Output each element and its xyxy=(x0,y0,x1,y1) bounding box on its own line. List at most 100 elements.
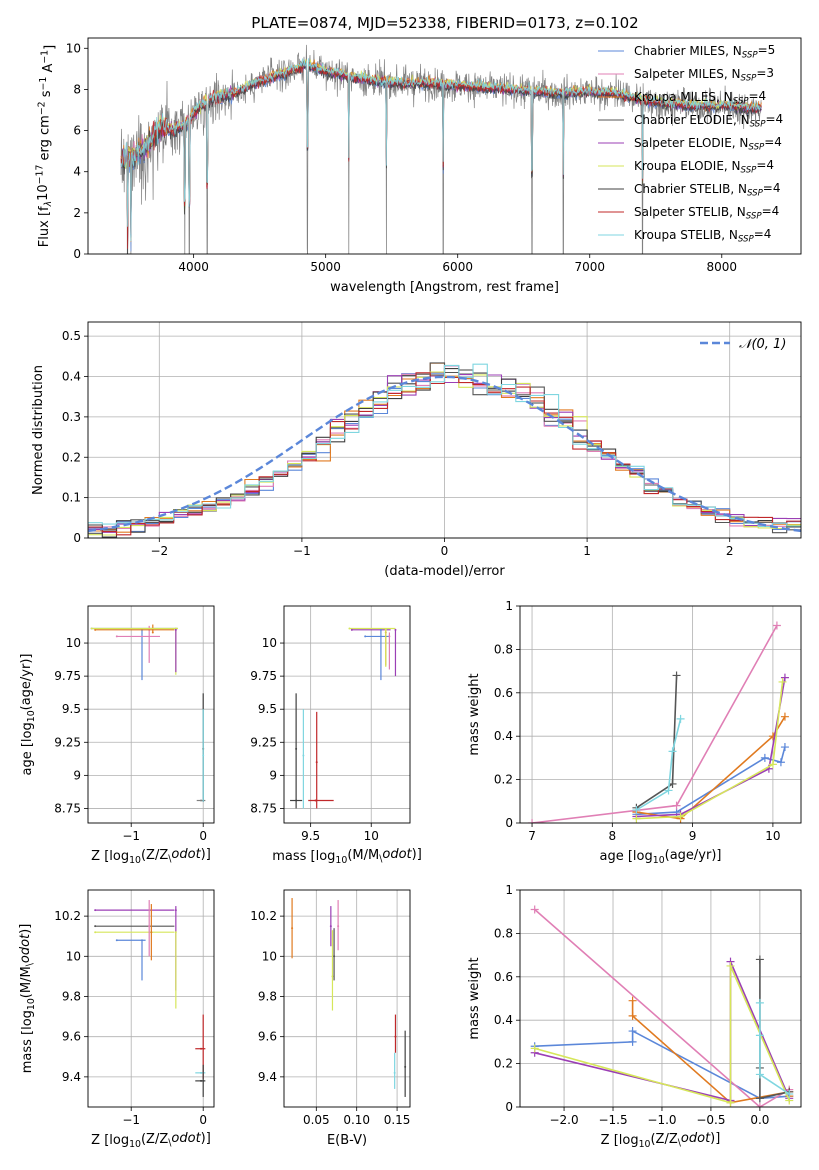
mass-weight-marker xyxy=(780,673,789,682)
data-point xyxy=(90,627,93,630)
massweight_vs_Z-plot-area xyxy=(530,905,794,1107)
mass-weight-marker xyxy=(780,743,789,752)
x-tick-label: 0.10 xyxy=(343,1113,370,1127)
mass_vs_Z-plot-area xyxy=(94,900,206,1097)
data-point xyxy=(174,931,177,934)
y-tick-label: 10.2 xyxy=(250,909,277,923)
y-tick-label: 9.6 xyxy=(62,1030,81,1044)
y-tick-label: 9.75 xyxy=(54,669,81,683)
data-point xyxy=(394,1035,397,1038)
y-tick-label: 10 xyxy=(66,949,81,963)
mass-weight-marker xyxy=(628,1011,637,1020)
y-tick-label: 10.2 xyxy=(54,909,81,923)
x-tick-label: 6000 xyxy=(442,260,473,274)
data-point xyxy=(202,1047,205,1050)
legend-label: Kroupa STELIB, NSSP=4 xyxy=(634,227,771,245)
data-point xyxy=(295,747,298,750)
y-tick-label: 0 xyxy=(73,531,81,545)
mass_vs_ebv-axes: 0.05 0.10 0.15 9.4 9.6 9.8 10 10.2 E(B-V) xyxy=(250,889,411,1148)
data-point xyxy=(333,955,336,958)
data-point xyxy=(94,628,97,631)
data-point xyxy=(174,909,177,912)
data-point xyxy=(388,635,391,638)
data-point xyxy=(348,627,351,630)
massweight_vs_age-frame xyxy=(519,605,802,824)
x-tick-label: −1 xyxy=(122,1113,140,1127)
x-axis-label: Z [log10​(Z/Z\​odot)] xyxy=(91,847,211,866)
spectrum-axes: 4000 5000 6000 7000 8000 0 2 4 6 8 10 wavelength [A… xyxy=(35,37,802,295)
mass-weight-marker xyxy=(755,998,764,1007)
x-tick-label: −1 xyxy=(122,829,140,843)
x-axis-label: age [log10​(age/yr)] xyxy=(600,848,722,866)
mass-weight-marker xyxy=(628,1027,637,1036)
mass-weight-marker xyxy=(676,812,685,821)
x-tick-label: 7000 xyxy=(574,260,605,274)
data-point xyxy=(94,931,97,934)
data-point xyxy=(115,939,118,942)
x-tick-label: 0 xyxy=(199,829,207,843)
data-point xyxy=(337,925,340,928)
y-tick-label: 2 xyxy=(73,206,81,220)
legend-label: Kroupa ELODIE, NSSP=4 xyxy=(634,158,774,176)
x-tick-label: 8000 xyxy=(707,260,738,274)
data-point xyxy=(314,799,317,802)
mass-weight-marker xyxy=(785,1089,794,1098)
spectrum-plot-area xyxy=(120,44,762,254)
mass-weight-marker xyxy=(672,801,681,810)
data-point xyxy=(379,628,382,631)
data-point xyxy=(200,799,203,802)
x-axis-label: (data-model)/error xyxy=(384,564,505,579)
y-axis-label: age [log10​(age/yr)] xyxy=(19,654,37,776)
x-tick-label: 9 xyxy=(689,829,697,843)
x-tick-label: 0.05 xyxy=(303,1113,330,1127)
residual-histogram xyxy=(88,372,801,538)
x-tick-label: −1 xyxy=(293,544,311,558)
y-tick-label: 9 xyxy=(269,768,277,782)
x-tick-label: −2.0 xyxy=(549,1113,578,1127)
y-axis-label: mass [log10​(M/M\​odot)] xyxy=(18,924,37,1074)
legend-label: Chabrier MILES, NSSP=5 xyxy=(634,43,775,61)
data-point xyxy=(174,628,177,631)
mass-weight-marker xyxy=(664,786,673,795)
mass-weight-marker xyxy=(672,671,681,680)
mass-weight-marker xyxy=(755,1094,764,1103)
legend-label: 𝒩(0, 1) xyxy=(739,337,786,352)
x-tick-label: 4000 xyxy=(178,260,209,274)
data-point xyxy=(302,754,305,757)
y-axis-label: Flux [fλ10−17 erg cm−2 s−1 A−1] xyxy=(35,45,58,247)
y-tick-label: 9.75 xyxy=(250,669,277,683)
mass-weight-marker xyxy=(528,819,537,823)
data-point xyxy=(200,1079,203,1082)
mass-weight-marker xyxy=(530,1044,539,1053)
y-tick-label: 9.6 xyxy=(258,1030,277,1044)
data-point xyxy=(94,909,97,912)
data-point xyxy=(364,635,367,638)
mass-weight-line xyxy=(759,1002,790,1095)
y-tick-label: 8.75 xyxy=(54,801,81,815)
y-tick-label: 9.5 xyxy=(258,702,277,716)
legend-label: Salpeter ELODIE, NSSP=4 xyxy=(634,135,782,153)
y-tick-label: 9.25 xyxy=(54,735,81,749)
data-point xyxy=(394,628,397,631)
y-tick-label: 9.8 xyxy=(258,989,277,1003)
y-tick-label: 9.4 xyxy=(62,1070,81,1084)
x-tick-label: 1 xyxy=(583,544,591,558)
legend-label: Kroupa MILES, NSSP=4 xyxy=(634,89,766,107)
residuals-axes: −2 −1 0 1 2 0 0.1 0.2 0.3 0.4 0.5 (data-model)/erro… xyxy=(31,321,802,579)
massweight_vs_age-axes: 7 8 9 10 0 0.2 0.4 0.6 0.8 1 age [log10​(age/yr)] m… xyxy=(467,599,802,866)
y-tick-label: 1 xyxy=(505,883,513,897)
mass-weight-marker xyxy=(632,805,641,814)
age_vs_mass-frame xyxy=(283,605,411,824)
y-tick-label: 10 xyxy=(66,636,81,650)
data-point xyxy=(94,925,97,928)
y-tick-label: 0.5 xyxy=(62,329,81,343)
y-tick-label: 0 xyxy=(505,816,513,830)
mass-weight-marker xyxy=(726,1098,735,1107)
data-point xyxy=(115,635,118,638)
y-tick-label: 0.3 xyxy=(62,410,81,424)
mass_vs_ebv-frame xyxy=(283,889,411,1108)
residuals-frame xyxy=(87,321,802,539)
data-point xyxy=(202,1079,205,1082)
x-tick-label: 10 xyxy=(765,829,780,843)
y-tick-label: 0 xyxy=(505,1100,513,1114)
